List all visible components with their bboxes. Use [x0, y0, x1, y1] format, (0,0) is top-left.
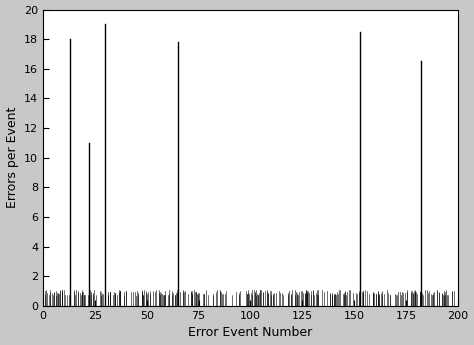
Y-axis label: Errors per Event: Errors per Event [6, 107, 18, 208]
X-axis label: Error Event Number: Error Event Number [188, 326, 313, 339]
